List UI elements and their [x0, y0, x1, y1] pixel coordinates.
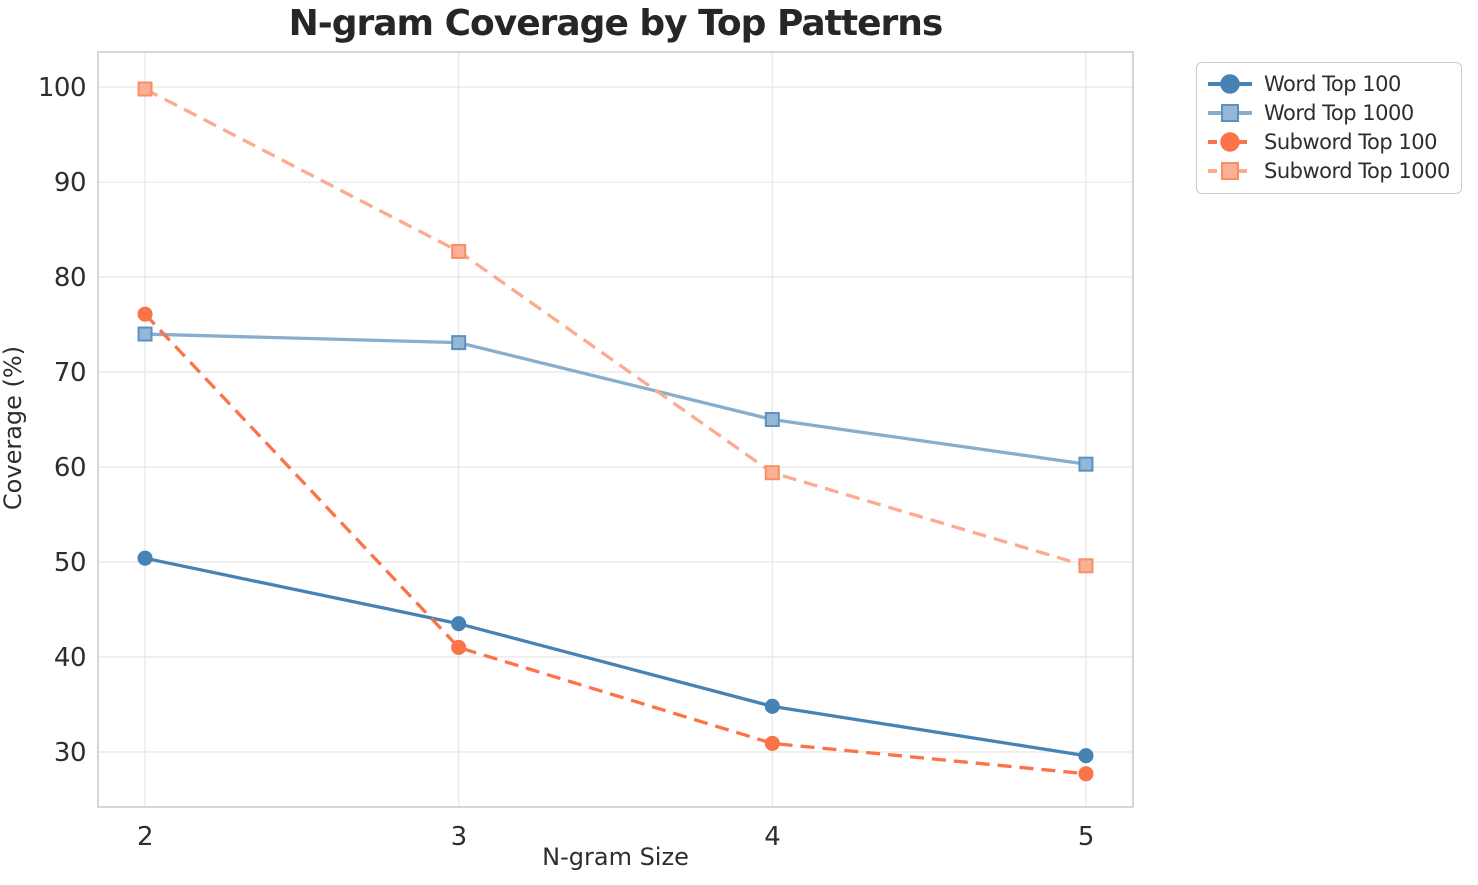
data-point-marker: [451, 639, 467, 656]
legend-item-word-top-1000: Word Top 1000: [1207, 98, 1451, 127]
y-tick-label: 60: [54, 453, 86, 483]
y-tick-label: 50: [54, 548, 86, 578]
legend-sample-marker: [1220, 73, 1240, 94]
legend-item-word-top-100: Word Top 100: [1207, 69, 1451, 98]
y-tick-label: 30: [54, 738, 86, 768]
x-tick-labels: 2 3 4 5: [137, 822, 1094, 852]
series-line: [145, 332, 1087, 466]
subword-top-100-line-marker-icon: [1208, 131, 1252, 152]
data-point-marker: [764, 465, 780, 481]
series-subword-top-1000: [137, 81, 1094, 574]
data-point-marker: [137, 326, 153, 342]
x-axis-label: N-gram Size: [542, 843, 689, 871]
chart-title: N-gram Coverage by Top Patterns: [288, 3, 944, 44]
data-point-marker: [137, 550, 153, 566]
plot-border: [97, 51, 1134, 808]
legend-item-label: Word Top 100: [1264, 71, 1401, 96]
legend-item-label: Subword Top 1000: [1264, 158, 1450, 183]
legend-item-label: Subword Top 100: [1264, 129, 1437, 154]
legend-sample-marker: [1221, 103, 1239, 122]
series-line: [144, 87, 1087, 568]
word-top-1000-line-marker-icon: [1208, 103, 1252, 122]
y-tick-label: 40: [54, 643, 86, 673]
x-tick-label: 5: [1078, 822, 1094, 852]
legend-sample-marker: [1221, 161, 1239, 180]
word-top-100-line-marker-icon: [1208, 73, 1252, 94]
data-point-marker: [137, 306, 153, 322]
data-point-marker: [451, 616, 467, 632]
series-subword-top-100: [137, 306, 1094, 782]
x-tick-label: 3: [451, 822, 467, 852]
data-point-marker: [137, 81, 153, 97]
legend-item-subword-top-100: Subword Top 100: [1207, 127, 1451, 156]
legend-item-label: Word Top 1000: [1264, 100, 1414, 125]
legend: Word Top 100 Word Top 1000 Subword Top 1…: [1196, 62, 1462, 194]
y-tick-label: 70: [54, 358, 86, 388]
data-point-marker: [451, 243, 467, 259]
y-tick-label: 90: [54, 168, 86, 198]
data-point-marker: [451, 335, 467, 351]
data-point-marker: [1078, 748, 1094, 764]
y-tick-labels: 30 40 50 60 70 80 90 100: [38, 73, 87, 768]
series-line: [143, 312, 1087, 776]
legend-sample-marker: [1220, 131, 1240, 152]
gridlines: [98, 52, 1133, 807]
data-point-marker: [764, 412, 780, 428]
data-point-marker: [1078, 558, 1094, 574]
data-point-marker: [1078, 456, 1094, 472]
subword-top-1000-line-marker-icon: [1208, 161, 1252, 180]
y-tick-label: 100: [38, 73, 86, 103]
data-point-marker: [764, 698, 780, 714]
x-tick-label: 4: [764, 822, 780, 852]
legend-item-subword-top-1000: Subword Top 1000: [1207, 156, 1451, 185]
series-word-top-100: [137, 550, 1094, 764]
series-word-top-1000: [137, 326, 1094, 472]
data-point-marker: [1078, 766, 1094, 782]
series-line: [144, 556, 1087, 758]
y-tick-label: 80: [54, 263, 86, 293]
y-axis-label: Coverage (%): [0, 345, 27, 511]
x-tick-label: 2: [137, 822, 153, 852]
data-point-marker: [764, 735, 780, 751]
